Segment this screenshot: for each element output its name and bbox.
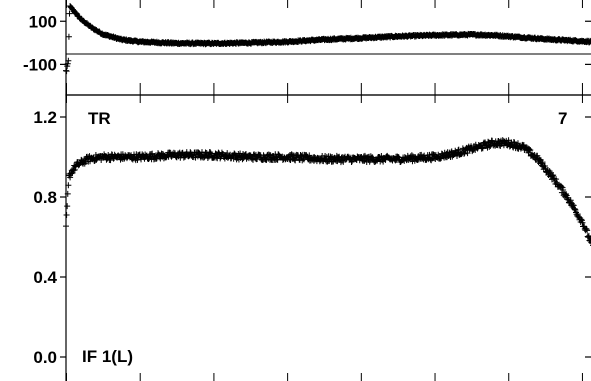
data-point xyxy=(558,183,565,190)
data-point xyxy=(514,140,521,147)
data-point xyxy=(348,159,355,166)
data-point xyxy=(63,68,70,75)
data-point xyxy=(65,57,72,64)
data-point xyxy=(64,60,71,67)
data-point xyxy=(564,196,571,203)
data-point xyxy=(562,191,569,198)
data-point xyxy=(527,147,534,154)
data-point xyxy=(63,223,69,230)
y-tick-label: 0.4 xyxy=(33,268,57,287)
data-point xyxy=(134,156,141,163)
data-point xyxy=(349,158,356,165)
data-point xyxy=(63,67,69,74)
data-point xyxy=(70,167,77,174)
top-panel-frame xyxy=(65,0,591,96)
data-point xyxy=(588,239,591,246)
data-point xyxy=(526,146,533,153)
data-point xyxy=(539,159,546,166)
data-point xyxy=(64,203,71,210)
data-point xyxy=(571,206,578,213)
data-point xyxy=(69,169,76,176)
bottom-panel: 1.2 0.8 0.4 0.0 TR 7 IF 1(L) xyxy=(33,94,591,381)
data-point xyxy=(567,197,574,204)
data-point xyxy=(64,190,71,197)
data-point xyxy=(286,156,293,163)
data-point xyxy=(196,150,203,157)
top-x-ticks xyxy=(66,0,583,95)
data-point xyxy=(584,227,591,234)
data-point xyxy=(479,144,486,151)
y-tick-label: -100 xyxy=(23,55,57,74)
panel-label-if: IF 1(L) xyxy=(82,347,133,366)
data-point xyxy=(553,176,560,183)
data-point xyxy=(510,138,517,145)
data-point xyxy=(550,172,557,179)
data-point xyxy=(461,150,468,157)
data-point xyxy=(486,143,493,150)
data-point xyxy=(583,226,590,233)
data-point xyxy=(207,149,214,156)
bottom-series xyxy=(63,137,591,246)
data-point xyxy=(570,202,577,209)
data-point xyxy=(68,170,75,177)
y-tick-label: 0.8 xyxy=(33,188,57,207)
bottom-y-tick-labels: 1.2 0.8 0.4 0.0 xyxy=(33,108,591,367)
data-point xyxy=(185,153,192,160)
data-point xyxy=(251,152,258,159)
data-point xyxy=(67,174,74,181)
data-point xyxy=(534,152,541,159)
data-point xyxy=(66,10,73,17)
data-point xyxy=(72,10,79,17)
data-point xyxy=(71,166,78,173)
y-tick-label: 100 xyxy=(29,12,57,31)
data-point xyxy=(63,211,70,218)
data-point xyxy=(65,33,72,40)
data-point xyxy=(560,186,567,193)
bottom-x-ticks xyxy=(66,95,583,381)
data-point xyxy=(292,157,299,164)
data-point xyxy=(574,211,581,218)
top-series xyxy=(63,3,591,75)
data-point xyxy=(589,242,591,244)
bottom-panel-frame xyxy=(65,94,591,381)
top-y-tick-labels: 100 -100 xyxy=(23,12,591,74)
top-panel: 100 -100 xyxy=(23,0,591,96)
data-point xyxy=(306,152,313,159)
data-point xyxy=(579,219,586,226)
data-point xyxy=(588,41,591,43)
y-tick-label: 0.0 xyxy=(33,348,57,367)
data-point xyxy=(563,191,570,198)
data-point xyxy=(578,216,585,223)
data-point xyxy=(464,150,471,157)
panel-label-number: 7 xyxy=(558,109,567,128)
y-tick-label: 1.2 xyxy=(33,108,57,127)
panel-label-tr: TR xyxy=(88,109,111,128)
data-point xyxy=(65,182,72,189)
data-point xyxy=(455,147,462,154)
